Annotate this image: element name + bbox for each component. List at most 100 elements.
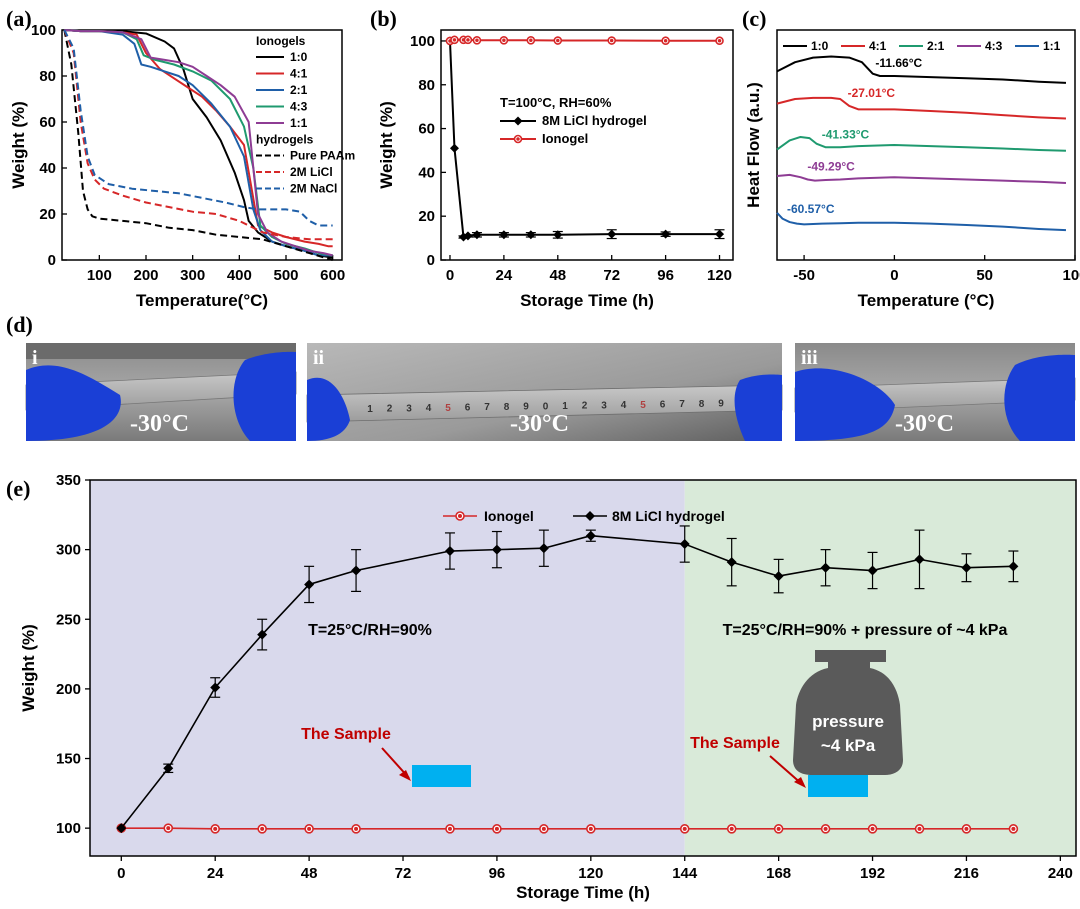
data-point-center [452,38,457,42]
ruler-number: 3 [406,403,412,414]
series-line [121,827,1014,830]
data-point-center [556,38,560,43]
panel-c-series: -11.66°C -27.01°C -41.33°C -49.29°C -60.57°C [776,55,1067,232]
data-point [553,230,563,240]
photo-i-temp: -30°C [130,411,189,437]
legend-label: 8M LiCl hydrogel [542,113,647,128]
data-point-center [663,38,668,43]
ruler-number: 6 [465,403,471,414]
x-tick-label: 120 [578,865,603,882]
panel-a: (a) 100 200 300 400 500 600 0 20 40 60 80 100 Ionog… [6,6,355,310]
panel-b-xlabel: Storage Time (h) [520,291,654,310]
data-point-center [1011,826,1016,831]
data-point [116,823,127,834]
y-tick-label: 100 [56,820,81,837]
panel-b-ticks: 0 24 48 72 96 120 0 20 40 60 80 100 [410,33,732,284]
sample-label-left: The Sample [301,726,391,743]
series-line [64,29,333,257]
legend-label: 1:0 [290,50,308,64]
x-tick-label: 300 [180,267,205,284]
legend-label: Pure PAAm [290,149,355,163]
legend-label: 4:1 [290,67,308,81]
panel-c-xlabel: Temperature (°C) [858,291,995,310]
x-tick-label: 120 [707,267,732,284]
ruler-number: 6 [660,400,666,411]
sample-block-left [412,765,471,787]
data-point-center [823,826,828,831]
data-point-center [870,826,875,831]
ruler-numbers: 123456789012345678920 [367,398,746,415]
data-point [585,530,596,541]
data-point [163,763,174,774]
panel-a-series [63,29,333,261]
photo-i: i -30°C [25,343,297,441]
data-point-center [475,38,479,43]
data-point [304,579,315,590]
y-tick-label: 20 [418,208,435,225]
legend-label: Ionogel [484,508,534,524]
ruler-number: 4 [426,403,432,414]
x-tick-label: 600 [320,267,345,284]
x-tick-label: 96 [489,865,506,882]
series-line [776,212,1067,232]
data-point [661,229,671,239]
series-line [776,173,1067,184]
region-ambient [90,480,685,856]
transition-label: -60.57°C [787,202,835,216]
data-point [914,554,925,565]
photo-iii: iii -30°C [794,343,1076,441]
sample-illustration-left: The Sample [301,726,471,787]
region-pressure [684,480,1076,856]
panel-d-letter: (d) [6,312,33,337]
arrow-head-icon [399,770,411,781]
photo-iii-label: iii [801,347,818,369]
transition-label: -27.01°C [848,86,896,100]
legend-label: 2:1 [927,39,945,53]
data-point-center [964,826,969,831]
ruler-number: 7 [484,402,490,413]
data-point-center [729,826,734,831]
sample-label-right: The Sample [690,735,780,752]
series-line [63,29,333,261]
y-tick-label: 40 [39,160,56,177]
data-point-center [776,826,781,831]
panel-c-frame [776,29,1076,261]
y-tick-label: 60 [418,121,435,138]
x-tick-label: 200 [133,267,158,284]
x-tick-label: 0 [890,267,898,284]
data-point-center [588,826,593,831]
data-point-center [541,826,546,831]
photo-i-label: i [32,347,38,369]
x-tick-label: 0 [446,267,454,284]
data-point [444,546,455,557]
panel-e-xlabel: Storage Time (h) [516,883,650,902]
x-tick-label: 48 [301,865,318,882]
panel-a-frame [61,29,343,261]
legend-label: 1:1 [290,116,308,130]
panel-c: (c) -50 0 50 100 -11.66°C -27.01°C -41.33°C -4… [742,6,1080,310]
x-tick-label: 400 [227,267,252,284]
sample-block-right [808,775,868,797]
y-tick-label: 350 [56,472,81,489]
x-tick-label: 216 [954,865,979,882]
ruler-number: 8 [504,402,510,413]
panel-b-condition: T=100°C, RH=60% [500,95,612,110]
data-point-center [529,38,533,43]
data-point [820,562,831,573]
ruler-number: 9 [718,399,724,410]
y-tick-label: 40 [418,164,435,181]
ruler-number: 3 [601,400,607,411]
data-point-center [717,38,722,43]
x-tick-label: 100 [87,267,112,284]
x-tick-label: 0 [117,865,125,882]
y-tick-label: 200 [56,681,81,698]
y-tick-label: 150 [56,751,81,768]
ruler-number: 2 [582,401,588,412]
data-point-center [307,826,312,831]
panel-a-legend: Ionogels 1:0 4:1 2:1 4:3 1:1 hydrogels Pure PAA… [256,34,355,196]
panel-b-ylabel: Weight (%) [377,101,396,189]
series-line [776,96,1067,120]
ruler-number: 4 [621,400,627,411]
data-point-center [354,826,359,831]
